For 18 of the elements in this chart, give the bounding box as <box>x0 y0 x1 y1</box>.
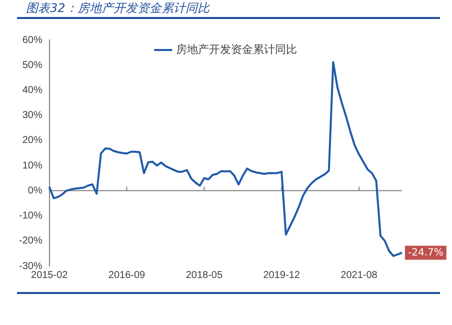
data-label: -24.7% <box>408 247 444 258</box>
y-tick-label: -20% <box>18 236 42 247</box>
y-tick-label: -10% <box>18 210 42 222</box>
legend-label: 房地产开发资金累计同比 <box>176 42 298 56</box>
y-tick-label: 60% <box>22 34 42 46</box>
x-tick-label: 2015-02 <box>30 270 68 281</box>
y-tick-label: 0% <box>28 185 42 196</box>
y-tick-label: 40% <box>22 84 42 96</box>
y-tick-label: 10% <box>22 160 42 172</box>
x-tick-label: 2021-08 <box>340 270 378 281</box>
y-tick-label: 20% <box>22 135 42 146</box>
x-tick-label: 2016-09 <box>108 270 146 281</box>
y-tick-label: 30% <box>22 110 42 122</box>
chart-title: 图表32：房地产开发资金累计同比 <box>26 0 210 17</box>
x-tick-label: 2019-12 <box>263 270 300 281</box>
y-tick-label: -30% <box>18 260 42 272</box>
x-tick-label: 2018-05 <box>186 270 223 281</box>
y-tick-label: 50% <box>22 60 42 71</box>
